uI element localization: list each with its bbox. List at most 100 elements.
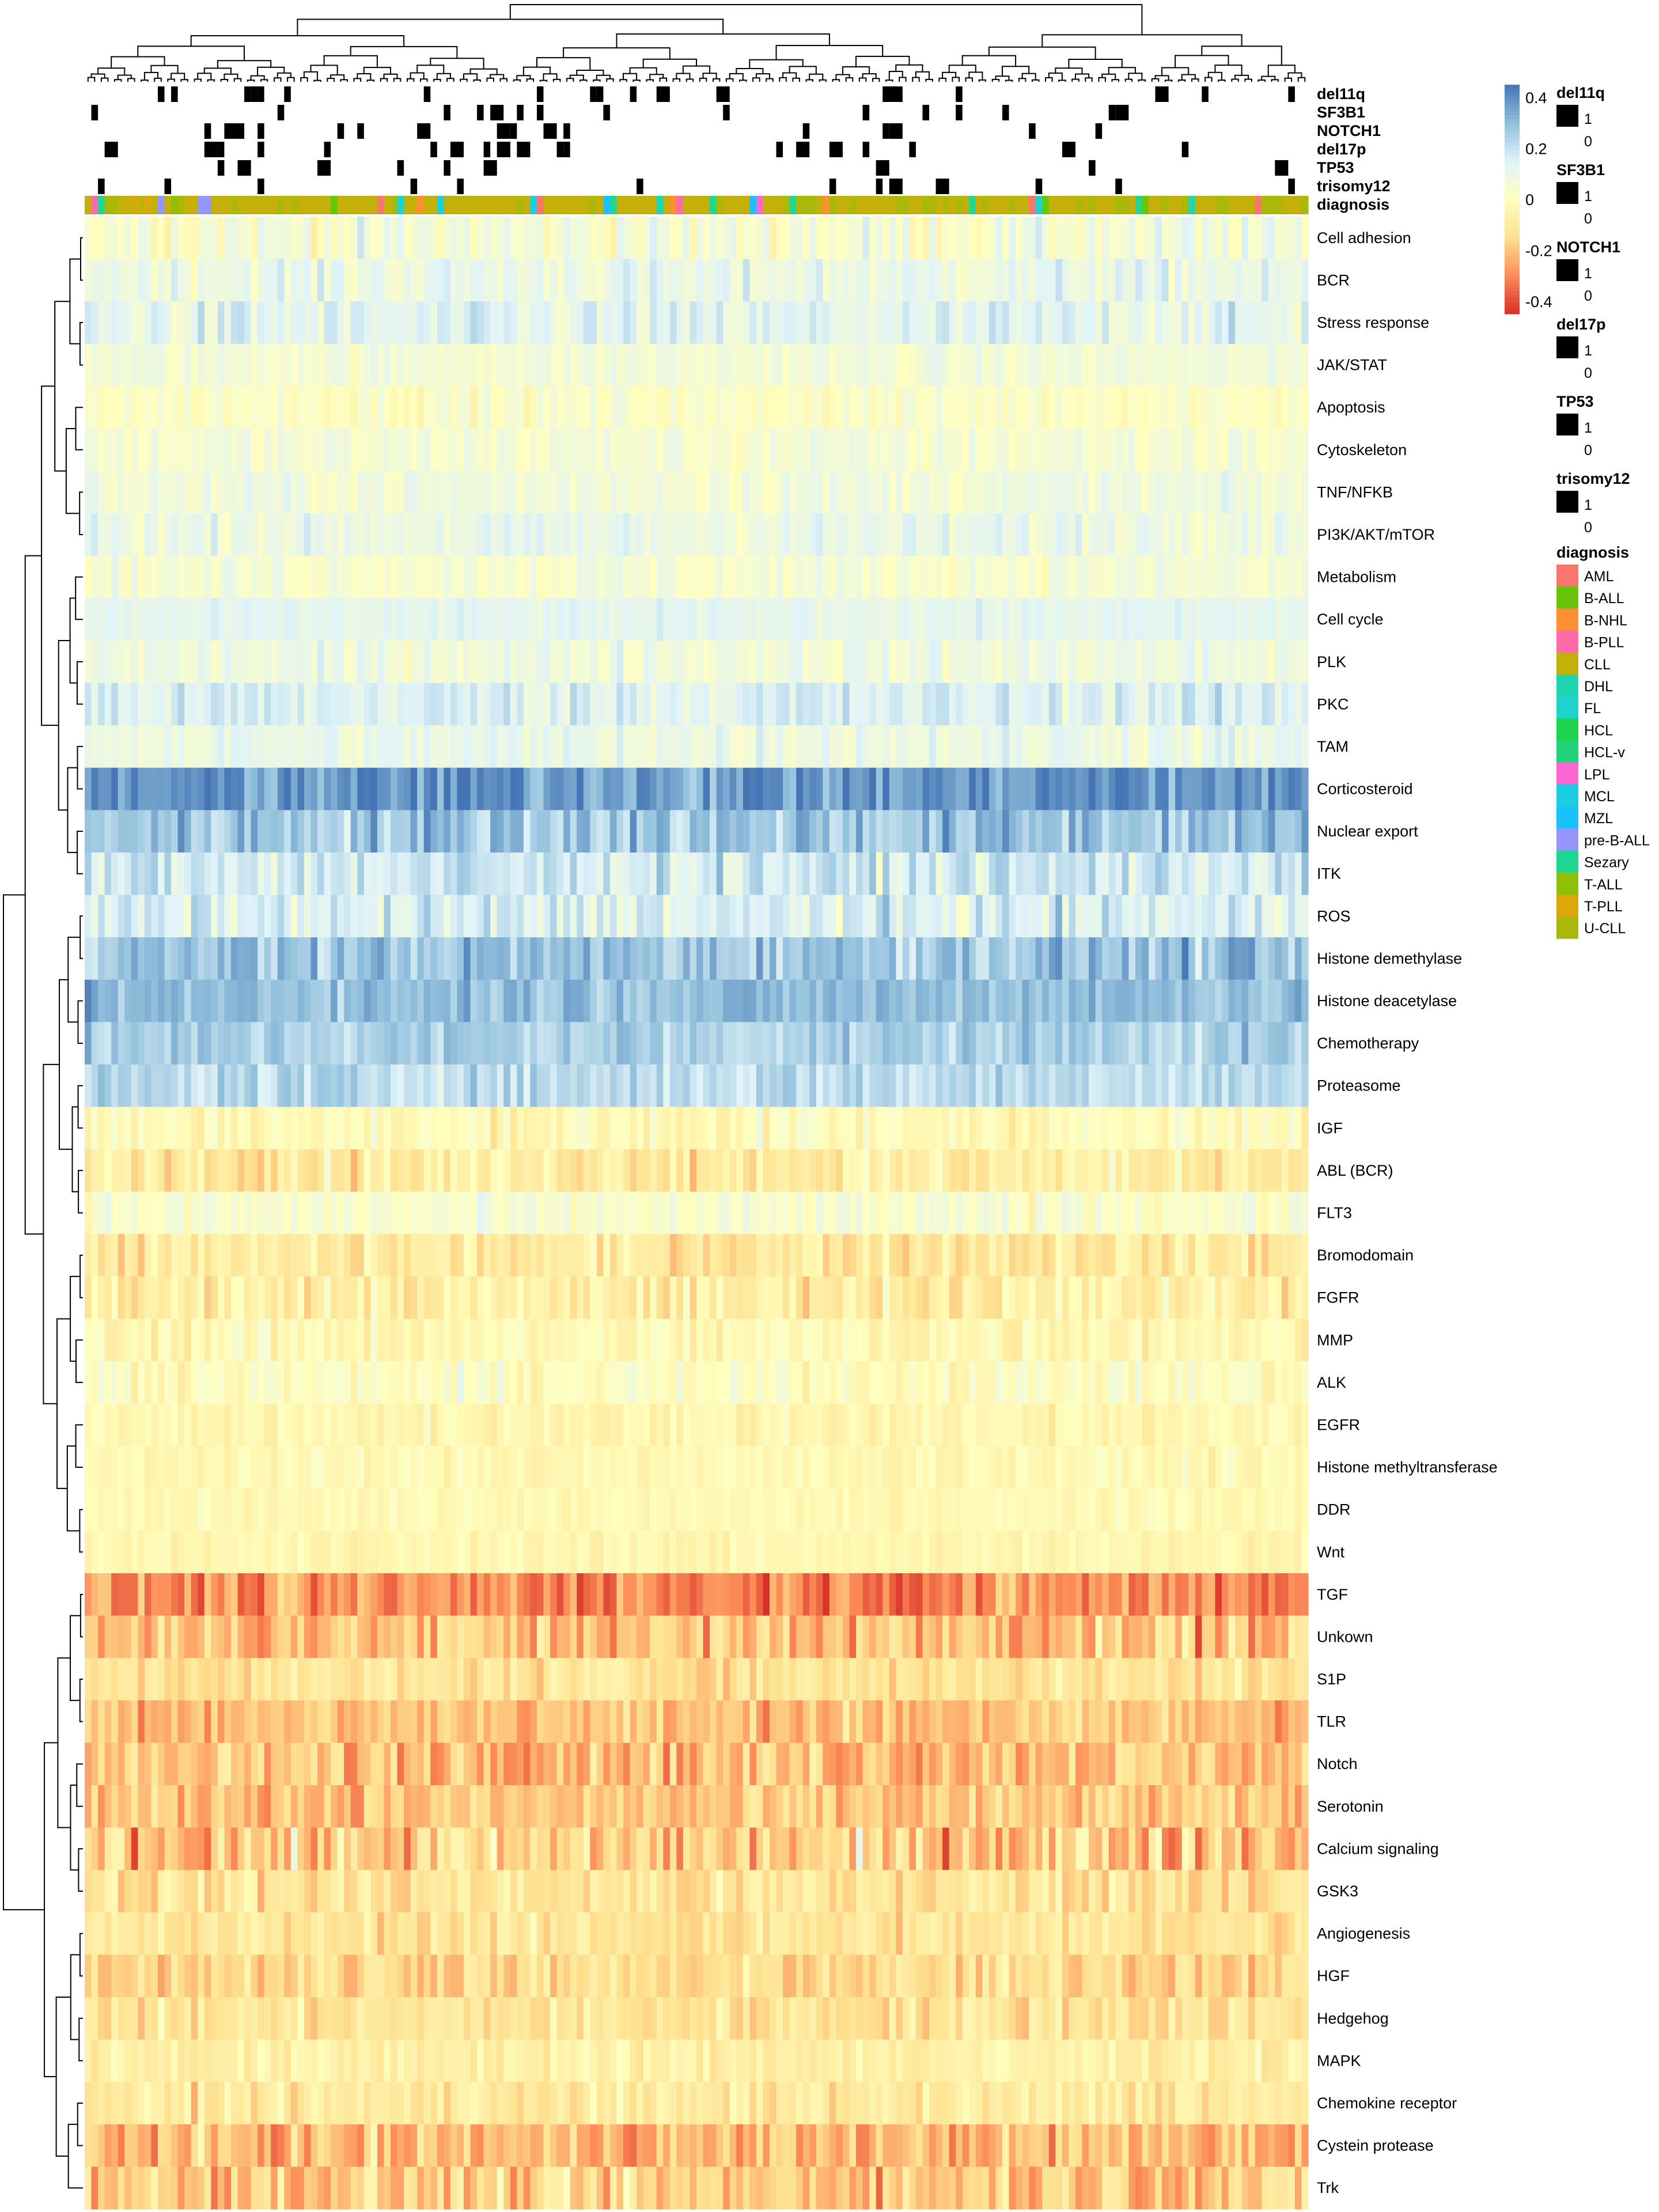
heatmap-cell: [1029, 810, 1036, 853]
heatmap-cell: [530, 895, 537, 938]
heatmap-cell: [91, 640, 99, 684]
heatmap-cell: [536, 683, 544, 726]
heatmap-cell: [237, 852, 245, 896]
heatmap-cell: [257, 428, 265, 472]
heatmap-cell: [802, 810, 810, 853]
heatmap-cell: [723, 852, 730, 896]
mutation-mark: [935, 179, 949, 194]
heatmap-cell: [723, 725, 730, 768]
diagnosis-cell: [1202, 196, 1209, 214]
heatmap-cell: [337, 1064, 344, 1108]
heatmap-cell: [637, 810, 644, 853]
heatmap-cell: [596, 513, 604, 556]
diagnosis-cell: [404, 196, 411, 214]
heatmap-cell: [988, 428, 997, 472]
heatmap-cell: [915, 852, 923, 896]
heatmap-cell: [590, 1022, 597, 1065]
heatmap-cell: [304, 598, 312, 641]
heatmap-cell: [1155, 598, 1162, 641]
heatmap-cell: [477, 555, 484, 599]
heatmap-cell: [1122, 428, 1129, 472]
dendrogram-branch: [1271, 79, 1279, 82]
heatmap-cell: [457, 217, 464, 260]
heatmap-cell: [244, 555, 252, 599]
heatmap-cell: [457, 1191, 464, 1234]
heatmap-cell: [98, 1191, 105, 1234]
heatmap-cell: [929, 895, 937, 938]
heatmap-cell: [630, 1191, 637, 1234]
heatmap-cell: [1142, 895, 1149, 938]
dendrogram-branch: [58, 640, 70, 811]
heatmap-cell: [377, 1191, 385, 1234]
heatmap-cell: [849, 1107, 857, 1150]
heatmap-cell: [1168, 1022, 1176, 1065]
heatmap-cell: [1089, 386, 1096, 429]
heatmap-cell: [1148, 1022, 1156, 1065]
heatmap-cell: [384, 471, 391, 514]
heatmap-cell: [1009, 301, 1016, 344]
heatmap-cell: [896, 1149, 903, 1192]
heatmap-cell: [1188, 1191, 1196, 1234]
heatmap-cell: [1042, 937, 1050, 980]
heatmap-cell: [763, 1107, 770, 1150]
heatmap-cell: [690, 683, 697, 726]
heatmap-cell: [217, 725, 225, 768]
heatmap-cell: [1188, 1064, 1196, 1108]
heatmap-cell: [975, 1064, 983, 1108]
heatmap-cell: [1208, 428, 1215, 472]
heatmap-cell: [350, 1234, 358, 1277]
heatmap-cell: [377, 386, 385, 429]
heatmap-cell: [450, 1234, 458, 1277]
heatmap-cell: [404, 217, 411, 260]
heatmap-cell: [536, 725, 544, 768]
heatmap-cell: [1009, 1022, 1016, 1065]
heatmap-cell: [404, 598, 411, 641]
heatmap-cell: [1069, 1107, 1076, 1150]
heatmap-cell: [384, 810, 391, 853]
heatmap-cell: [444, 852, 451, 896]
heatmap-cell: [696, 1107, 704, 1150]
dendrogram-branch: [766, 78, 774, 82]
heatmap-cell: [1022, 555, 1029, 599]
heatmap-cell: [251, 1191, 258, 1234]
heatmap-cell: [98, 937, 105, 980]
heatmap-cell: [1102, 767, 1109, 810]
dendrogram-branch: [303, 71, 318, 81]
diagnosis-cell: [310, 196, 318, 214]
diagnosis-cell: [749, 196, 757, 214]
heatmap-cell: [902, 895, 910, 938]
heatmap-cell: [929, 343, 937, 387]
diagnosis-cell: [350, 196, 358, 214]
heatmap-cell: [284, 767, 291, 810]
heatmap-cell: [1235, 259, 1243, 302]
heatmap-cell: [1215, 640, 1222, 684]
heatmap-cell: [191, 1149, 198, 1192]
heatmap-cell: [204, 217, 211, 260]
heatmap-cell: [949, 343, 956, 387]
heatmap-cell: [357, 1149, 365, 1192]
heatmap-cell: [856, 979, 863, 1022]
mutation-mark: [317, 160, 331, 176]
heatmap-cell: [423, 1234, 431, 1277]
heatmap-cell: [1241, 1064, 1249, 1108]
heatmap-cell: [603, 598, 611, 641]
heatmap-cell: [743, 598, 750, 641]
heatmap-cell: [556, 683, 564, 726]
heatmap-cell: [164, 937, 172, 980]
heatmap-cell: [909, 1191, 916, 1234]
heatmap-cell: [85, 598, 92, 641]
heatmap-cell: [144, 767, 152, 810]
heatmap-cell: [1268, 555, 1275, 599]
heatmap-cell: [1195, 1191, 1202, 1234]
heatmap-cell: [756, 1064, 764, 1108]
heatmap-cell: [410, 343, 418, 387]
heatmap-cell: [1128, 598, 1136, 641]
heatmap-cell: [477, 640, 484, 684]
heatmap-cell: [257, 259, 265, 302]
heatmap-cell: [370, 767, 378, 810]
heatmap-cell: [1228, 895, 1236, 938]
heatmap-cell: [1255, 301, 1262, 344]
heatmap-cell: [862, 979, 870, 1022]
heatmap-cell: [1075, 1022, 1083, 1065]
heatmap-cell: [550, 1107, 558, 1150]
